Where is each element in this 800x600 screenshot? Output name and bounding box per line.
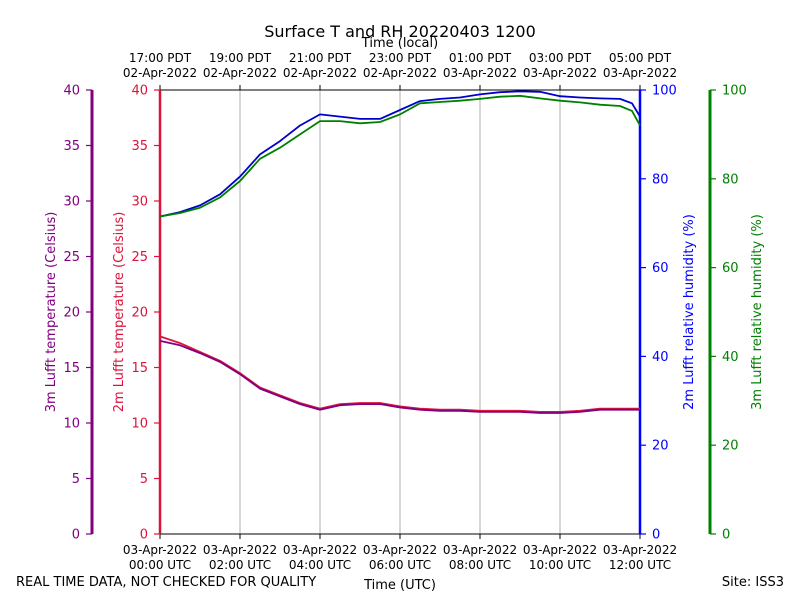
top-x-tick-label: 03-Apr-2022 <box>523 66 597 80</box>
y-tick-label-rh_3m: 40 <box>722 350 739 365</box>
top-x-tick-label: 03-Apr-2022 <box>603 66 677 80</box>
series-line-temp_3m <box>159 340 640 414</box>
top-x-tick-label: 02-Apr-2022 <box>123 66 197 80</box>
y-tick-label-rh_2m: 80 <box>652 172 669 187</box>
y-tick-label-temp_2m: 0 <box>140 528 148 543</box>
y-tick-label-rh_2m: 0 <box>652 528 660 543</box>
y-tick-label-temp_2m: 35 <box>131 139 148 154</box>
top-x-tick-label: 02-Apr-2022 <box>363 66 437 80</box>
series-line-rh_3m <box>159 94 641 218</box>
site-label: Site: ISS3 <box>721 575 784 590</box>
y-tick-label-rh_2m: 100 <box>652 84 677 99</box>
y-axis-label-rh_2m: 2m Lufft relative humidity (%) <box>682 214 697 410</box>
y-tick-label-temp_3m: 0 <box>72 528 80 543</box>
bottom-x-tick-label: 02:00 UTC <box>209 558 271 572</box>
y-tick-label-temp_3m: 30 <box>63 195 80 210</box>
y-tick-label-temp_3m: 25 <box>63 250 80 265</box>
top-x-tick-label: 23:00 PDT <box>369 51 432 65</box>
top-x-tick-label: 05:00 PDT <box>609 51 672 65</box>
chart-title: Surface T and RH 20220403 1200 <box>264 22 536 41</box>
y-tick-label-temp_2m: 10 <box>131 417 148 432</box>
y-tick-label-rh_2m: 40 <box>652 350 669 365</box>
quality-disclaimer: REAL TIME DATA, NOT CHECKED FOR QUALITY <box>16 575 317 590</box>
y-tick-label-rh_3m: 80 <box>722 172 739 187</box>
bottom-x-tick-label: 04:00 UTC <box>289 558 351 572</box>
y-axis-label-temp_2m: 2m Lufft temperature (Celsius) <box>112 212 127 413</box>
bottom-x-tick-label: 00:00 UTC <box>129 558 191 572</box>
series-line-rh_2m <box>159 90 641 218</box>
y-tick-label-temp_2m: 20 <box>131 306 148 321</box>
y-tick-label-temp_2m: 25 <box>131 250 148 265</box>
top-x-tick-label: 19:00 PDT <box>209 51 272 65</box>
y-tick-label-temp_3m: 5 <box>72 472 80 487</box>
y-tick-label-rh_2m: 20 <box>652 439 669 454</box>
bottom-x-tick-label: 03-Apr-2022 <box>523 543 597 557</box>
top-x-tick-label: 03:00 PDT <box>529 51 592 65</box>
y-axis-label-rh_3m: 3m Lufft relative humidity (%) <box>750 214 765 410</box>
y-tick-label-temp_2m: 30 <box>131 195 148 210</box>
bottom-x-tick-label: 03-Apr-2022 <box>123 543 197 557</box>
top-x-tick-label: 03-Apr-2022 <box>443 66 517 80</box>
top-x-tick-label: 21:00 PDT <box>289 51 352 65</box>
y-tick-label-rh_3m: 0 <box>722 528 730 543</box>
bottom-x-tick-label: 03-Apr-2022 <box>363 543 437 557</box>
y-tick-label-temp_2m: 15 <box>131 361 148 376</box>
bottom-x-tick-label: 03-Apr-2022 <box>283 543 357 557</box>
y-tick-label-temp_3m: 40 <box>63 84 80 99</box>
y-tick-label-temp_3m: 10 <box>63 417 80 432</box>
y-tick-label-temp_2m: 40 <box>131 84 148 99</box>
bottom-x-tick-label: 03-Apr-2022 <box>603 543 677 557</box>
y-tick-label-temp_2m: 5 <box>140 472 148 487</box>
y-tick-label-rh_2m: 60 <box>652 261 669 276</box>
series-line-temp_2m <box>159 335 640 413</box>
top-x-tick-label: 17:00 PDT <box>129 51 192 65</box>
y-tick-label-rh_3m: 100 <box>722 84 747 99</box>
y-tick-label-temp_3m: 35 <box>63 139 80 154</box>
bottom-x-axis-label: Time (UTC) <box>363 578 436 593</box>
top-x-tick-label: 02-Apr-2022 <box>203 66 277 80</box>
y-tick-label-rh_3m: 20 <box>722 439 739 454</box>
bottom-x-tick-label: 03-Apr-2022 <box>203 543 277 557</box>
top-x-tick-label: 02-Apr-2022 <box>283 66 357 80</box>
bottom-x-tick-label: 10:00 UTC <box>529 558 591 572</box>
top-x-axis-label: Time (local) <box>361 36 438 51</box>
y-tick-label-rh_3m: 60 <box>722 261 739 276</box>
y-tick-label-temp_3m: 20 <box>63 306 80 321</box>
bottom-x-tick-label: 08:00 UTC <box>449 558 511 572</box>
y-tick-label-temp_3m: 15 <box>63 361 80 376</box>
y-axis-label-temp_3m: 3m Lufft temperature (Celsius) <box>44 212 59 413</box>
top-x-tick-label: 01:00 PDT <box>449 51 512 65</box>
bottom-x-tick-label: 06:00 UTC <box>369 558 431 572</box>
bottom-x-tick-label: 03-Apr-2022 <box>443 543 517 557</box>
bottom-x-tick-label: 12:00 UTC <box>609 558 671 572</box>
